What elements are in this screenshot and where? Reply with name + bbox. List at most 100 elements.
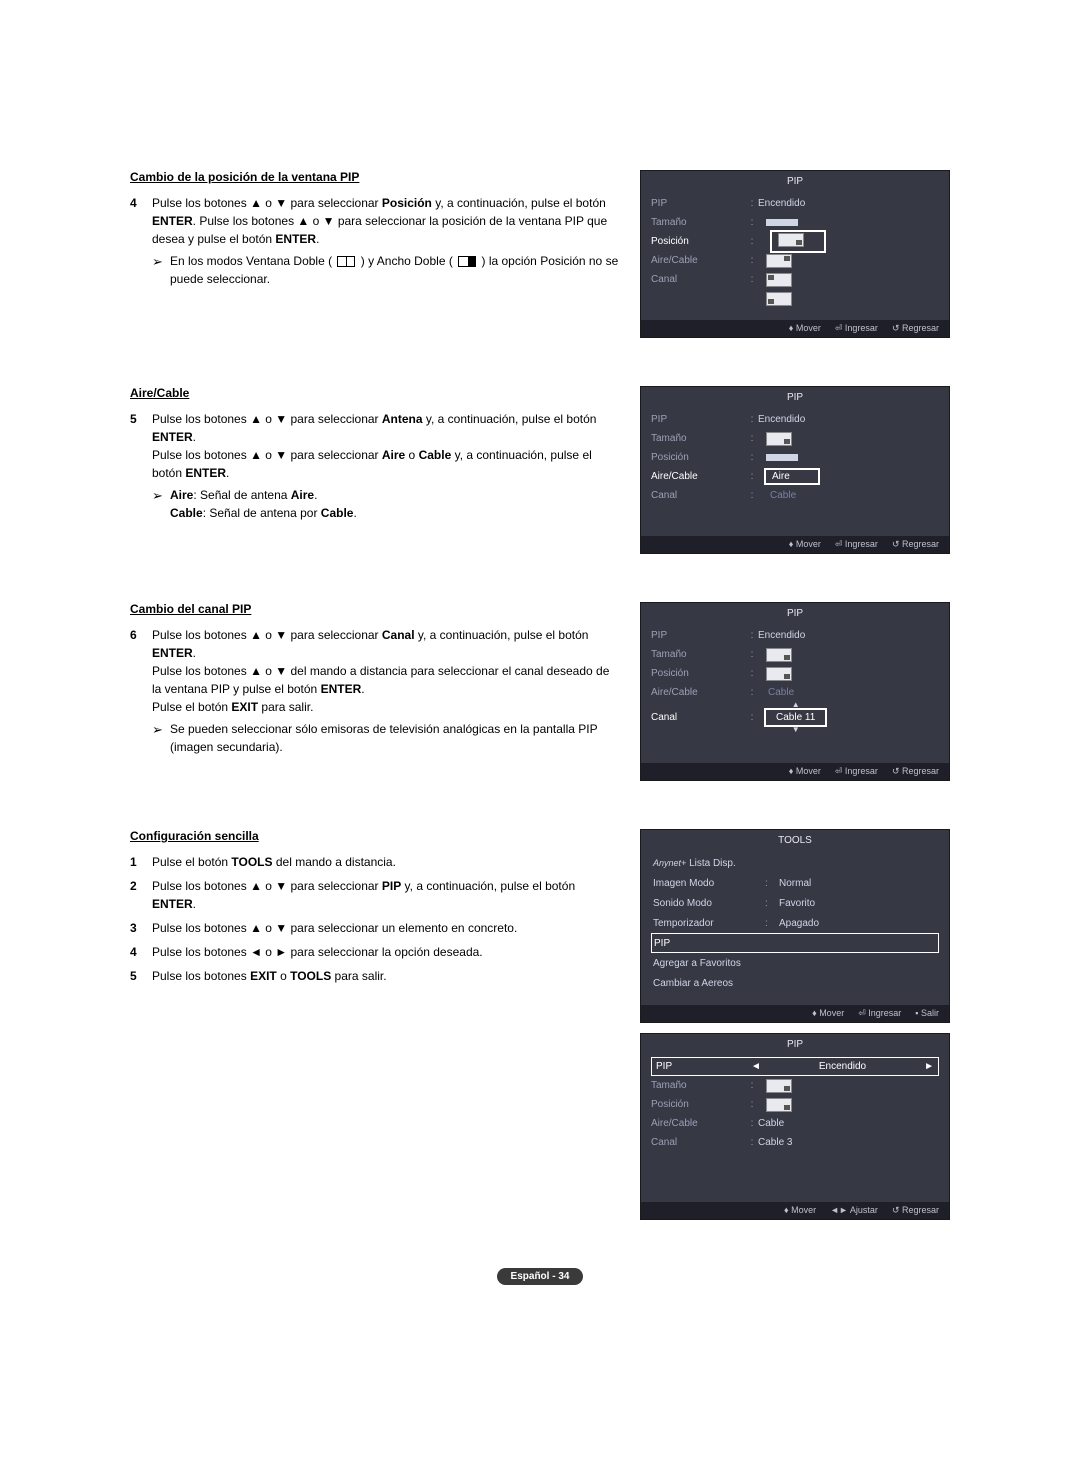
tv-label: Aire/Cable [651, 1118, 746, 1129]
tv-body: Anynet+ Lista Disp. Imagen Modo:Normal S… [641, 851, 949, 1005]
right-arrow-icon: ► [924, 1061, 934, 1072]
bold: Cable [321, 506, 354, 520]
footer-hint: ⏎ Ingresar [835, 539, 878, 550]
tv-value: Encendido [771, 1061, 914, 1072]
bold: Aire [291, 488, 314, 502]
bold: ENTER [152, 214, 193, 228]
step-body: Pulse los botones ▲ o ▼ para seleccionar… [152, 877, 622, 913]
tv-label: Tamaño [651, 433, 746, 444]
arrow-icon: ➢ [152, 720, 170, 756]
size-bar-icon [766, 219, 798, 226]
text: . [316, 232, 319, 246]
step: 6 Pulse los botones ▲ o ▼ para seleccion… [130, 626, 622, 760]
step-number: 2 [130, 877, 152, 913]
text: : Señal de antena [193, 488, 290, 502]
step-number: 4 [130, 943, 152, 961]
position-option-selected [770, 230, 826, 253]
bold: Aire [382, 448, 405, 462]
step-body: Pulse los botones ▲ o ▼ para seleccionar… [152, 626, 622, 760]
channel-spinner: ▲ Cable 11 ▼ [764, 702, 827, 733]
tv-body: PIP ◄ Encendido ► Tamaño: Posición: Aire… [641, 1055, 949, 1202]
tv-menu-aire-cable: PIP PIP:Encendido Tamaño: Posición: Aire… [640, 386, 950, 554]
bold: ENTER [152, 430, 193, 444]
arrow-icon: ➢ [152, 252, 170, 288]
step: 4 Pulse los botones ▲ o ▼ para seleccion… [130, 194, 622, 292]
text: Pulse los botones ▲ o ▼ para seleccionar [152, 628, 382, 642]
position-icon [766, 292, 792, 306]
size-icon [766, 432, 792, 446]
footer-hint: ♦ Mover [812, 1008, 844, 1019]
text: . [193, 646, 196, 660]
footer-hint: ⏎ Ingresar [835, 323, 878, 334]
footer-hint: ♦ Mover [789, 539, 821, 550]
tv-title: PIP [641, 603, 949, 624]
text: : Señal de antena por [203, 506, 321, 520]
tools-item: Cambiar a Aereos [653, 978, 733, 989]
tv-label: Tamaño [651, 1080, 746, 1091]
text-column: Cambio de la posición de la ventana PIP … [130, 170, 622, 298]
tv-label-selected: Posición [651, 236, 746, 247]
section-title: Configuración sencilla [130, 829, 622, 843]
step-number: 6 [130, 626, 152, 760]
sub-item: ➢ Aire: Señal de antena Aire. Cable: Señ… [152, 486, 622, 522]
selected-option: Aire [764, 468, 820, 485]
text-column: Aire/Cable 5 Pulse los botones ▲ o ▼ par… [130, 386, 622, 532]
tv-footer: ♦ Mover ⏎ Ingresar ▪ Salir [641, 1005, 949, 1022]
text: . [361, 682, 364, 696]
tools-item: Sonido Modo [653, 898, 765, 909]
text: y, a continuación, pulse el botón [415, 628, 589, 642]
position-icon [766, 667, 792, 681]
tv-value: Encendido [758, 198, 805, 209]
step-body: Pulse el botón TOOLS del mando a distanc… [152, 853, 622, 871]
bold: ENTER [321, 682, 362, 696]
size-icon [766, 648, 792, 662]
screenshot-column: PIP PIP:Encendido Tamaño: Posición: Aire… [640, 170, 950, 348]
text: . [193, 430, 196, 444]
tv-label: Tamaño [651, 649, 746, 660]
tools-item: Temporizador [653, 918, 765, 929]
tv-body: PIP:Encendido Tamaño: Posición: Aire/Cab… [641, 624, 949, 763]
sub-item: ➢ En los modos Ventana Doble ( ) y Ancho… [152, 252, 622, 288]
page-number-badge: Español - 34 [497, 1268, 584, 1285]
tv-footer: ♦ Mover ⏎ Ingresar ↺ Regresar [641, 536, 949, 553]
tools-item: Agregar a Favoritos [653, 958, 741, 969]
bold: Posición [382, 196, 432, 210]
channel-value: Cable 11 [764, 708, 827, 727]
step-body: Pulse los botones ◄ o ► para seleccionar… [152, 943, 622, 961]
footer-hint: ♦ Mover [784, 1205, 816, 1216]
bold: Aire [170, 488, 193, 502]
section-aire-cable: Aire/Cable 5 Pulse los botones ▲ o ▼ par… [130, 386, 950, 564]
text: . Pulse los botones ▲ o ▼ para seleccion… [152, 214, 607, 246]
left-arrow-icon: ◄ [751, 1061, 761, 1072]
position-options [764, 230, 826, 253]
tv-body: PIP:Encendido Tamaño: Posición: Aire/Cab… [641, 408, 949, 536]
tv-title: PIP [641, 387, 949, 408]
footer-hint: ⏎ Ingresar [858, 1008, 901, 1019]
bold: ENTER [275, 232, 316, 246]
tv-label: Canal [651, 1137, 746, 1148]
text: o [405, 448, 418, 462]
tv-title: PIP [641, 171, 949, 192]
text-column: Configuración sencilla 1Pulse el botón T… [130, 829, 622, 991]
step: 5 Pulse los botones ▲ o ▼ para seleccion… [130, 410, 622, 526]
bold: ENTER [185, 466, 226, 480]
text: En los modos Ventana Doble ( [170, 254, 335, 268]
text-column: Cambio del canal PIP 6 Pulse los botones… [130, 602, 622, 766]
text: . [314, 488, 317, 502]
text: . [226, 466, 229, 480]
section-title: Aire/Cable [130, 386, 622, 400]
tv-footer: ♦ Mover ⏎ Ingresar ↺ Regresar [641, 763, 949, 780]
screenshot-column: PIP PIP:Encendido Tamaño: Posición: Aire… [640, 602, 950, 791]
tv-value: Encendido [758, 630, 805, 641]
tv-label: Posición [651, 452, 746, 463]
tv-label: Aire/Cable [651, 687, 746, 698]
bold: ENTER [152, 646, 193, 660]
step-number: 3 [130, 919, 152, 937]
sub-body: Aire: Señal de antena Aire. Cable: Señal… [170, 486, 622, 522]
tv-menu-pip-adjust: PIP PIP ◄ Encendido ► Tamaño: Posición: … [640, 1033, 950, 1220]
position-icon [766, 254, 792, 268]
arrow-icon: ➢ [152, 486, 170, 522]
adjust-value: ◄ Encendido ► [751, 1061, 934, 1072]
tv-menu-posicion: PIP PIP:Encendido Tamaño: Posición: Aire… [640, 170, 950, 338]
footer-hint: ↺ Regresar [892, 323, 939, 334]
